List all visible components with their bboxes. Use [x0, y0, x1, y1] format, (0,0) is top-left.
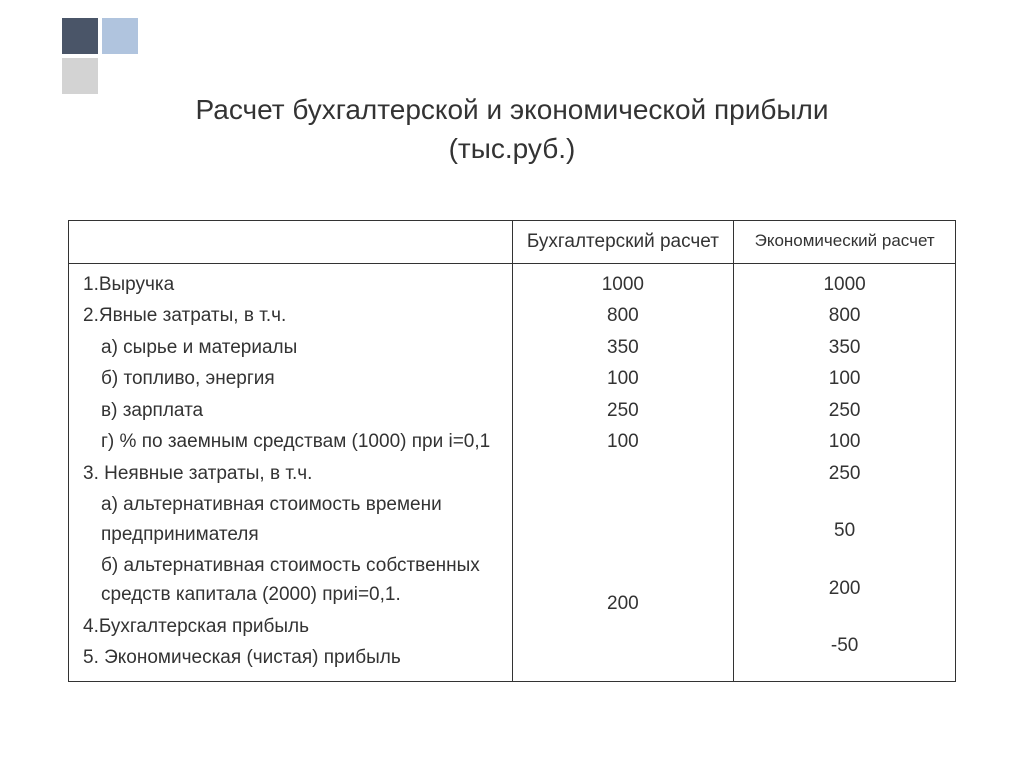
header-accounting: Бухгалтерский расчет [512, 221, 734, 264]
accounting-cell: 1000 800 350 100 250 100 200 [512, 264, 734, 682]
row-acc-blank [527, 485, 720, 509]
row-label: 1.Выручка [83, 270, 498, 299]
row-label: б) топливо, энергия [83, 364, 498, 393]
row-label: 4.Бухгалтерская прибыль [83, 612, 498, 641]
deco-square [102, 58, 138, 94]
row-econ: 350 [748, 333, 941, 362]
row-label: г) % по заемным средствам (1000) при i=0… [83, 427, 498, 456]
table-header-row: Бухгалтерский расчет Экономический расче… [69, 221, 956, 264]
row-acc: 1000 [527, 270, 720, 299]
labels-cell: 1.Выручка 2.Явные затраты, в т.ч. а) сыр… [69, 264, 513, 682]
row-acc: 200 [527, 589, 720, 618]
row-label: 5. Экономическая (чистая) прибыль [83, 643, 498, 672]
row-econ: 100 [748, 427, 941, 456]
row-label: а) альтернативная стоимость времени пред… [83, 490, 498, 549]
row-acc: 100 [527, 364, 720, 393]
row-econ: -50 [748, 631, 941, 660]
row-econ: 200 [748, 574, 941, 603]
deco-square [102, 18, 138, 54]
row-acc: 800 [527, 301, 720, 330]
title-line-2: (тыс.руб.) [0, 129, 1024, 168]
deco-square [62, 58, 98, 94]
row-econ: 1000 [748, 270, 941, 299]
header-empty [69, 221, 513, 264]
row-acc: 350 [527, 333, 720, 362]
row-econ: 250 [748, 459, 941, 488]
profit-table: Бухгалтерский расчет Экономический расче… [68, 220, 956, 682]
row-econ: 250 [748, 396, 941, 425]
row-acc: 100 [527, 427, 720, 456]
row-econ: 100 [748, 364, 941, 393]
row-label: а) сырье и материалы [83, 333, 498, 362]
slide-title: Расчет бухгалтерской и экономической при… [0, 90, 1024, 168]
table-body-row: 1.Выручка 2.Явные затраты, в т.ч. а) сыр… [69, 264, 956, 682]
row-econ-blank [748, 490, 941, 514]
header-economic: Экономический расчет [734, 221, 956, 264]
row-label: б) альтернативная стоимость собственных … [83, 551, 498, 610]
row-econ: 800 [748, 301, 941, 330]
row-label: в) зарплата [83, 396, 498, 425]
title-line-1: Расчет бухгалтерской и экономической при… [0, 90, 1024, 129]
row-acc-blank [527, 511, 720, 535]
row-econ-blank [748, 548, 941, 572]
row-acc-blank [527, 537, 720, 561]
row-label: 3. Неявные затраты, в т.ч. [83, 459, 498, 488]
row-acc-blank [527, 563, 720, 587]
row-acc-blank [527, 459, 720, 483]
row-econ-blank [748, 605, 941, 629]
profit-table-container: Бухгалтерский расчет Экономический расче… [68, 220, 956, 682]
economic-cell: 1000 800 350 100 250 100 250 50 200 -50 [734, 264, 956, 682]
row-label: 2.Явные затраты, в т.ч. [83, 301, 498, 330]
deco-square [62, 18, 98, 54]
row-acc: 250 [527, 396, 720, 425]
corner-decoration [62, 18, 142, 94]
row-econ: 50 [748, 516, 941, 545]
